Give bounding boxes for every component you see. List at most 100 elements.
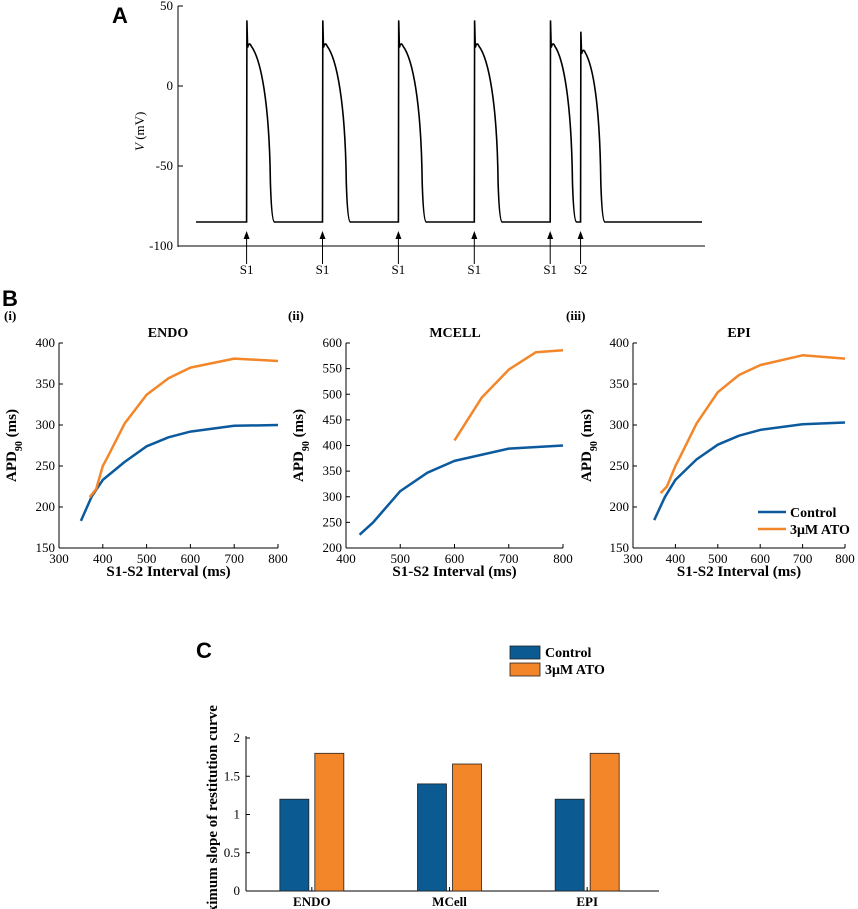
stimulus-arrow-head (547, 231, 554, 239)
x-tick-label: 700 (793, 551, 813, 566)
subpanel-label: (iii) (566, 308, 586, 323)
y-tick-label: 50 (160, 0, 173, 13)
legend-label-3-m-ato: 3μM ATO (790, 523, 850, 538)
stimulus-label-s1: S1 (467, 262, 481, 277)
y-axis-label-subscript: 90 (14, 441, 25, 451)
x-tick-label: 600 (750, 551, 770, 566)
y-axis-label: Maximum slope of restitution curve (205, 705, 221, 909)
restitution-plot-endo: (i) ENDO 150 200 250 300 350 400 300 400 500 600 700… (4, 308, 288, 580)
y-tick-label: 2 (234, 730, 241, 745)
y-axis-label-main: APD (579, 451, 595, 482)
y-tick-label: 350 (610, 376, 630, 391)
stimulus-label-s1: S1 (392, 262, 406, 277)
y-tick-label: -50 (156, 158, 173, 173)
x-tick-label: 700 (224, 551, 244, 566)
legend-label-control: Control (790, 506, 837, 521)
panel-letter-a: A (112, 3, 128, 28)
y-tick-label: 300 (323, 489, 343, 504)
legend-label-3-m-ato: 3μM ATO (545, 663, 605, 678)
x-axis-label: S1-S2 Interval (ms) (392, 564, 516, 580)
y-axis-label: APD90 (ms) (579, 409, 600, 482)
y-tick-label: 0.5 (224, 845, 240, 860)
x-tick-label: 500 (137, 551, 157, 566)
stimulus-arrow-head (319, 231, 326, 239)
series-line-control (358, 444, 564, 536)
y-tick-label: 150 (610, 540, 630, 555)
series-line-3-m-ato (659, 354, 846, 494)
panel-a-voltage-trace: 50 0 -50 -100 V (mV) S1 S1 S1 S1 S1 S2 (132, 0, 705, 277)
y-tick-label: 350 (323, 463, 343, 478)
x-tick-label: 600 (445, 551, 465, 566)
bar-endo-control (279, 798, 310, 892)
bar-endo-3-m-ato (314, 752, 345, 892)
series-line-control (653, 421, 846, 521)
stimulus-arrow-head (471, 231, 478, 239)
y-tick-label: 300 (36, 417, 56, 432)
y-tick-label: 300 (610, 417, 630, 432)
y-tick-label: 1.5 (224, 768, 240, 783)
y-tick-label: 200 (36, 499, 56, 514)
voltage-trace (196, 20, 702, 223)
plot-title: EPI (727, 326, 750, 341)
plot-title: MCELL (429, 326, 480, 341)
x-tick-label: 400 (666, 551, 686, 566)
y-tick-label: 200 (610, 499, 630, 514)
y-tick-label: 250 (610, 458, 630, 473)
x-tick-label: 800 (553, 551, 573, 566)
x-tick-label: 400 (93, 551, 113, 566)
y-tick-label: 0 (167, 78, 174, 93)
stimulus-arrow-head (395, 231, 402, 239)
x-axis-label: S1-S2 Interval (ms) (677, 564, 801, 580)
x-tick-label: 700 (499, 551, 519, 566)
y-tick-label: 450 (323, 412, 343, 427)
y-tick-label: 0 (234, 883, 241, 898)
y-axis-label-unit: (mV) (132, 112, 147, 143)
y-axis-label-subscript: 90 (589, 441, 600, 451)
y-tick-label: 250 (323, 514, 343, 529)
y-axis-label: APD90 (ms) (291, 409, 312, 482)
bar-mcell-3-m-ato (452, 763, 482, 892)
y-axis-label: V (mV) (132, 112, 147, 151)
y-tick-label: 1 (234, 807, 241, 822)
x-tick-label: 500 (708, 551, 728, 566)
y-tick-label: 400 (36, 335, 56, 350)
series-line-3-m-ato (88, 357, 279, 498)
y-tick-label: 350 (36, 376, 56, 391)
subpanel-label: (ii) (288, 308, 304, 323)
x-tick-label-epi: EPI (576, 894, 598, 909)
stimulus-arrow-head (243, 231, 250, 239)
panel-c-bar-chart: 0 0.5 1 1.5 2 Maximum slope of restitution cu… (205, 644, 659, 909)
panel-b-restitution-curves: (i) ENDO 150 200 250 300 350 400 300 400 500 600 700… (4, 308, 855, 580)
x-tick-label: 500 (391, 551, 411, 566)
y-tick-label: 400 (323, 438, 343, 453)
stimulus-arrow-head (577, 231, 584, 239)
y-axis-label-var: V (132, 141, 147, 151)
y-tick-label: 150 (36, 540, 56, 555)
stimulus-label-s1: S1 (240, 262, 254, 277)
x-tick-label: 400 (336, 551, 356, 566)
x-tick-label: 800 (835, 551, 855, 566)
x-tick-label-mcell: MCell (432, 894, 467, 909)
bar-epi-3-m-ato (589, 752, 620, 892)
y-axis-label-main: APD (291, 451, 307, 482)
subpanel-label: (i) (4, 308, 16, 323)
x-axis-label: S1-S2 Interval (ms) (106, 564, 230, 580)
legend-label-control: Control (545, 646, 592, 661)
restitution-plot-mcell: (ii) MCELL 200 250 300 350 400 450 500 550 600 400 5… (288, 308, 573, 580)
y-tick-label: 250 (36, 458, 56, 473)
y-tick-label: -100 (149, 238, 173, 253)
y-tick-label: 200 (323, 540, 343, 555)
series-line-3-m-ato (453, 348, 564, 442)
y-tick-label: 550 (323, 361, 343, 376)
y-tick-label: 500 (323, 386, 343, 401)
x-tick-label: 600 (181, 551, 201, 566)
bar-mcell-control (417, 783, 447, 892)
y-axis-label-subscript: 90 (301, 441, 312, 451)
series-line-control (79, 423, 279, 522)
x-tick-label: 300 (49, 551, 69, 566)
bar-epi-control (554, 798, 585, 892)
y-axis-label-unit: (ms) (4, 409, 20, 441)
x-tick-label-endo: ENDO (293, 894, 331, 909)
y-axis-label-unit: (ms) (579, 409, 595, 441)
